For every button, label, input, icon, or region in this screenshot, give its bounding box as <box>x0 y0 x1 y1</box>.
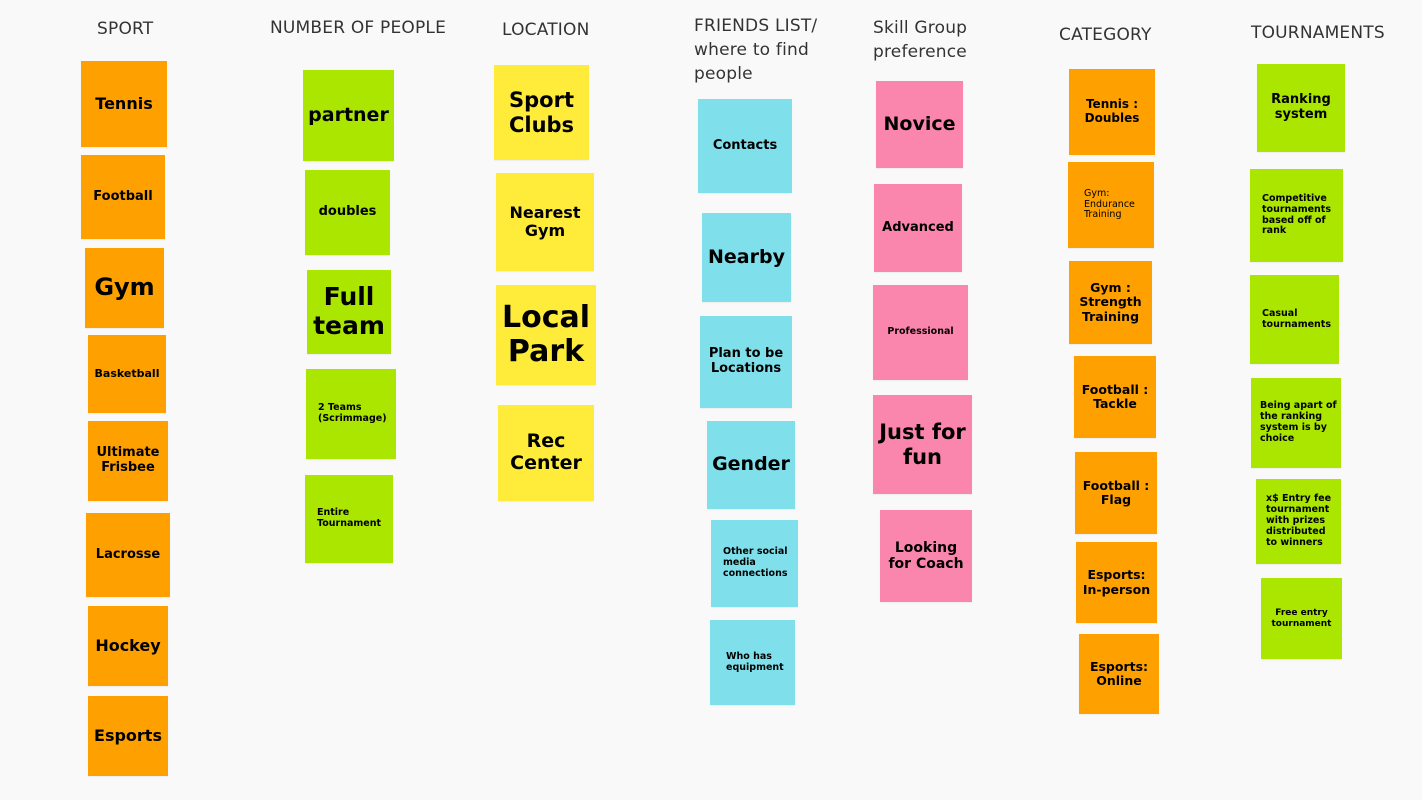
sticky-note-sport[interactable]: Ultimate Frisbee <box>88 421 168 501</box>
sticky-note-friends[interactable]: Other social media connections <box>711 520 798 607</box>
sticky-note-people[interactable]: 2 Teams (Scrimmage) <box>306 369 396 459</box>
sticky-note-people[interactable]: partner <box>303 70 394 161</box>
sticky-note-friends[interactable]: Plan to be Locations <box>700 316 792 408</box>
sticky-note-sport[interactable]: Esports <box>88 696 168 776</box>
sticky-note-friends[interactable]: Who has equipment <box>710 620 795 705</box>
sticky-note-sport[interactable]: Lacrosse <box>86 513 170 597</box>
sticky-note-people[interactable]: doubles <box>305 170 390 255</box>
sticky-note-tournament[interactable]: Ranking system <box>1257 64 1345 152</box>
header-number-of-people: NUMBER OF PEOPLE <box>270 18 447 38</box>
sticky-note-tournament[interactable]: Being apart of the ranking system is by … <box>1251 378 1341 468</box>
sticky-note-location[interactable]: Rec Center <box>498 405 594 501</box>
sticky-note-people[interactable]: Entire Tournament <box>305 475 393 563</box>
sticky-note-tournament[interactable]: Competitive tournaments based off of ran… <box>1250 169 1343 262</box>
sticky-note-sport[interactable]: Basketball <box>88 335 166 413</box>
header-skill-group: Skill Group preference <box>873 18 968 62</box>
sticky-note-sport[interactable]: Football <box>81 155 165 239</box>
sticky-note-friends[interactable]: Contacts <box>698 99 792 193</box>
sticky-note-category[interactable]: Gym: Endurance Training <box>1068 162 1154 248</box>
sticky-note-tournament[interactable]: Casual tournaments <box>1250 275 1339 364</box>
sticky-note-category[interactable]: Esports: In-person <box>1076 542 1157 623</box>
sticky-note-category[interactable]: Gym : Strength Training <box>1069 261 1152 344</box>
sticky-note-category[interactable]: Football : Flag <box>1075 452 1157 534</box>
sticky-note-skill[interactable]: Looking for Coach <box>880 510 972 602</box>
sticky-note-people[interactable]: Full team <box>307 270 391 354</box>
sticky-note-location[interactable]: Nearest Gym <box>496 173 594 271</box>
sticky-note-sport[interactable]: Hockey <box>88 606 168 686</box>
sticky-note-friends[interactable]: Gender <box>707 421 795 509</box>
sticky-note-tournament[interactable]: Free entry tournament <box>1261 578 1342 659</box>
sticky-note-sport[interactable]: Tennis <box>81 61 167 147</box>
sticky-note-category[interactable]: Esports: Online <box>1079 634 1159 714</box>
header-category: CATEGORY <box>1059 25 1152 45</box>
sticky-note-location[interactable]: Local Park <box>496 285 596 385</box>
sticky-note-friends[interactable]: Nearby <box>702 213 791 302</box>
sticky-note-skill[interactable]: Novice <box>876 81 963 168</box>
sticky-note-tournament[interactable]: x$ Entry fee tournament with prizes dist… <box>1256 479 1341 564</box>
sticky-note-skill[interactable]: Professional <box>873 285 968 380</box>
sticky-note-category[interactable]: Football : Tackle <box>1074 356 1156 438</box>
sticky-note-sport[interactable]: Gym <box>85 248 164 328</box>
sticky-note-category[interactable]: Tennis : Doubles <box>1069 69 1155 155</box>
header-sport: SPORT <box>97 19 154 39</box>
header-friends-list: FRIENDS LIST/ where to find people <box>694 16 818 84</box>
sticky-note-skill[interactable]: Advanced <box>874 184 962 272</box>
header-tournaments: TOURNAMENTS <box>1251 23 1385 43</box>
header-location: LOCATION <box>502 20 590 40</box>
sticky-note-skill[interactable]: Just for fun <box>873 395 972 494</box>
sticky-note-location[interactable]: Sport Clubs <box>494 65 589 160</box>
